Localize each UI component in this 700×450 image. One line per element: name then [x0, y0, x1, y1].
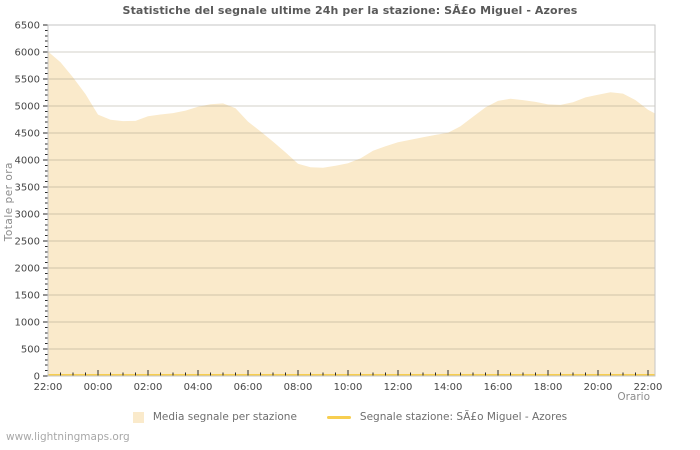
- y-tick-label: 6000: [15, 48, 40, 59]
- area-series-swatch: [132, 411, 144, 423]
- y-tick-label: 1500: [15, 291, 40, 302]
- area-series-media-segnale: [48, 51, 656, 376]
- y-tick-label: 2000: [15, 264, 40, 275]
- y-tick-label: 500: [21, 345, 40, 356]
- legend: Media segnale per stazione Segnale stazi…: [0, 407, 700, 427]
- x-tick-label: 12:00: [384, 382, 413, 393]
- y-tick-label: 3500: [15, 183, 40, 194]
- y-gridlines: [48, 24, 655, 350]
- x-tick-label: 06:00: [234, 382, 263, 393]
- legend-item-segnale-stazione: Segnale stazione: SÃ£o Miguel - Azores: [326, 411, 568, 423]
- watermark-url: www.lightningmaps.org: [6, 431, 130, 443]
- x-tick-label: 16:00: [484, 382, 513, 393]
- x-tick-label: 14:00: [434, 382, 463, 393]
- y-tick-label: 3000: [15, 210, 40, 221]
- x-tick-label: 20:00: [584, 382, 613, 393]
- x-tick-label: 04:00: [184, 382, 213, 393]
- x-tick-label: 18:00: [534, 382, 563, 393]
- y-tick-label: 0: [34, 372, 40, 383]
- y-tick-label: 6500: [15, 21, 40, 32]
- x-tick-label: 08:00: [284, 382, 313, 393]
- legend-label-segnale-stazione: Segnale stazione: SÃ£o Miguel - Azores: [359, 411, 568, 423]
- x-tick-label: 22:00: [34, 382, 63, 393]
- x-axis-title: Orario: [617, 391, 650, 403]
- line-series-swatch: [326, 415, 351, 419]
- y-axis-ticks: [43, 24, 48, 377]
- x-tick-label: 02:00: [134, 382, 163, 393]
- x-tick-label: 00:00: [84, 382, 113, 393]
- plot-border: [47, 24, 656, 377]
- y-tick-label: 2500: [15, 237, 40, 248]
- x-tick-label: 22:00: [634, 382, 663, 393]
- legend-item-media-segnale: Media segnale per stazione: [132, 411, 297, 423]
- y-tick-label: 4500: [15, 129, 40, 140]
- signal-area-chart: 0 500 1000 1500 2000 2500 3000 3500 4000 4500 5000…: [15, 21, 663, 394]
- y-tick-label: 5500: [15, 75, 40, 86]
- chart-title: Statistiche del segnale ultime 24h per l…: [122, 4, 578, 17]
- x-axis-tick-labels: 22:00 00:00 02:00 04:00 06:00 08:00 10:00 12:00…: [34, 382, 663, 393]
- x-tick-label: 10:00: [334, 382, 363, 393]
- y-tick-label: 1000: [15, 318, 40, 329]
- y-axis-tick-labels: 0 500 1000 1500 2000 2500 3000 3500 4000 4500 5000…: [15, 21, 40, 383]
- legend-label-media-segnale: Media segnale per stazione: [152, 411, 297, 423]
- y-tick-label: 4000: [15, 156, 40, 167]
- y-tick-label: 5000: [15, 102, 40, 113]
